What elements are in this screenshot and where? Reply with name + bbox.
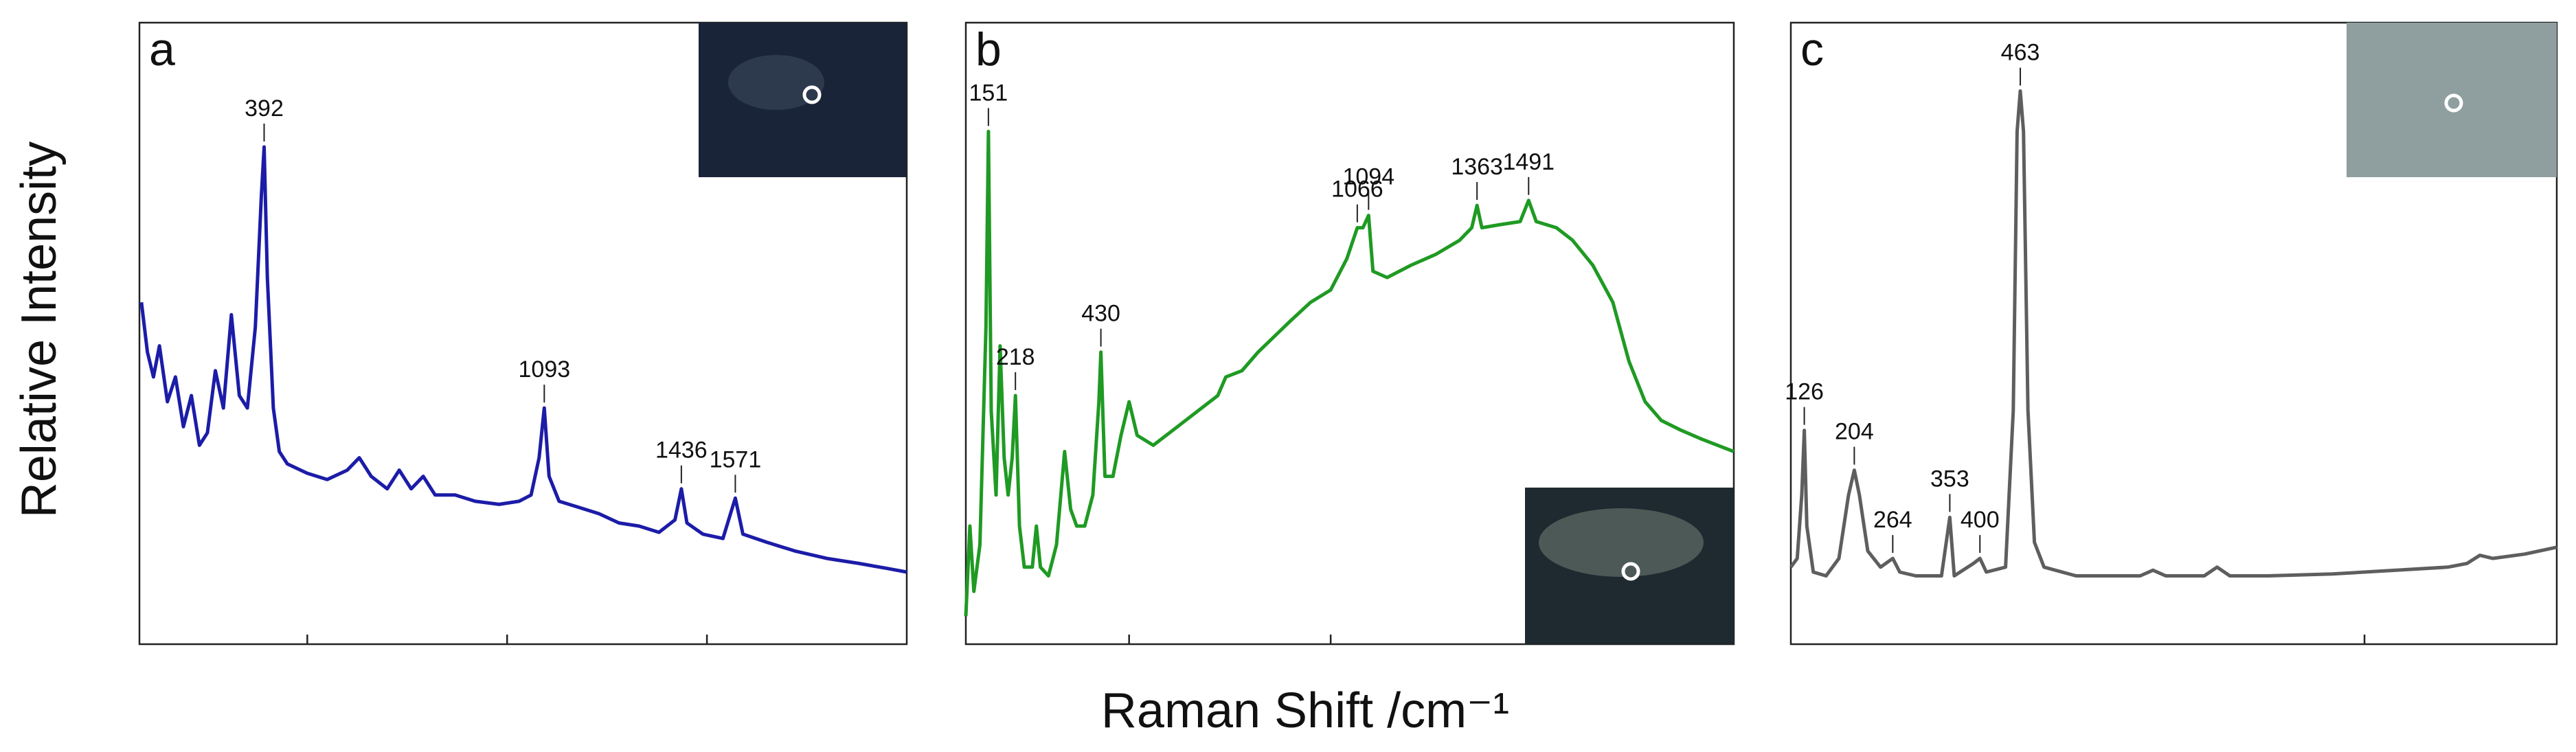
peak-label: 1363 [1451,154,1503,180]
peak-label: 1571 [710,446,762,472]
peak-label: 1491 [1502,149,1555,175]
panel-label: c [1800,23,1824,76]
plot-frame [964,21,1735,646]
peak-label: 218 [996,344,1035,370]
panel-label: a [149,23,175,76]
x-axis-label: Raman Shift /cm⁻¹ [1101,683,1509,738]
peak-label: 1066 [1331,176,1383,203]
inset-texture [1539,508,1704,577]
inset-marker [1621,562,1640,581]
spectrum-line [1789,89,2557,578]
peak-label: 430 [1081,301,1120,327]
insets [699,23,2557,644]
peak-label: 126 [1785,379,1824,405]
spectrum-line [139,145,907,574]
inset-marker [802,85,822,104]
peak-label: 353 [1930,466,1969,492]
peak-label: 264 [1873,507,1912,533]
peak-label: 392 [245,95,284,122]
peak-label: 1093 [519,356,571,383]
panel-label: b [975,23,1002,76]
inset-marker [2444,93,2463,113]
plot-frame [1789,21,2558,646]
peak-label: 204 [1835,419,1874,445]
y-axis-label: Relative Intensity [12,141,67,518]
peak-label: 1436 [655,437,708,464]
inset-photo [2347,23,2557,177]
spectrum-line [964,129,1735,617]
inset-texture [728,55,824,110]
peak-label: 463 [2001,40,2040,66]
peak-label: 151 [969,80,1008,106]
peak-label: 400 [1961,507,2000,533]
plot-frame [138,21,908,646]
peak-label: 1094 [1342,164,1394,190]
